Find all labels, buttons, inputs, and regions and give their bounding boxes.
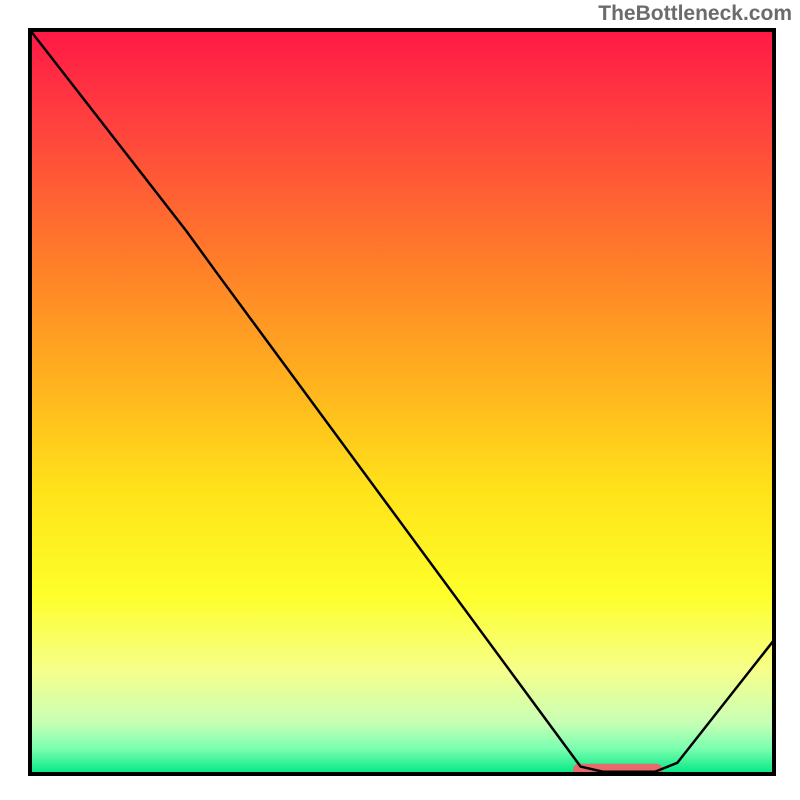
chart-container: TheBottleneck.com: [0, 0, 800, 800]
bottleneck-chart: [0, 0, 800, 800]
plot-background-gradient: [30, 30, 774, 774]
watermark-text: TheBottleneck.com: [598, 2, 792, 26]
